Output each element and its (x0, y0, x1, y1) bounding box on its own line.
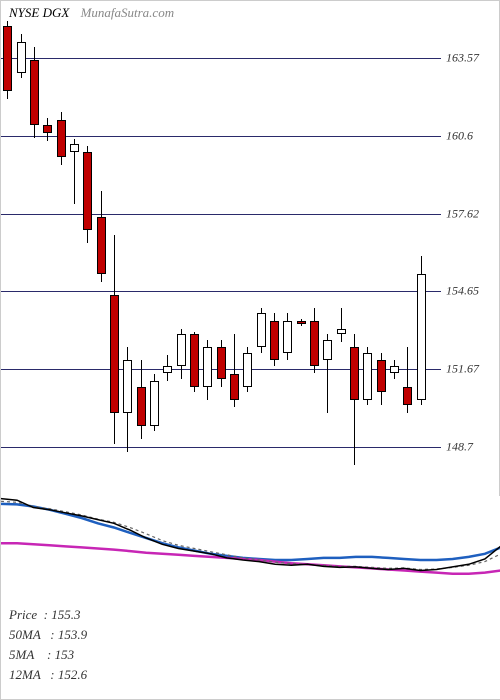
candle-body (217, 347, 226, 378)
candle-body (17, 42, 26, 73)
candle (270, 21, 279, 491)
info-panel: Price : 155.3 50MA : 153.9 5MA : 153 12MA :… (1, 599, 500, 699)
candle (97, 21, 106, 491)
candle (83, 21, 92, 491)
candle-body (403, 387, 412, 405)
candle (230, 21, 239, 491)
info-row: 12MA : 152.6 (9, 667, 87, 683)
candle-body (363, 353, 372, 400)
candle (417, 21, 426, 491)
candle-body (43, 125, 52, 133)
candle-body (297, 321, 306, 324)
price-panel (1, 21, 441, 491)
candle-body (377, 360, 386, 391)
candle (337, 21, 346, 491)
grid-label: 148.7 (446, 439, 473, 454)
candle (57, 21, 66, 491)
candle (177, 21, 186, 491)
candle-body (123, 360, 132, 412)
candle-body (163, 366, 172, 374)
candle-body (83, 152, 92, 230)
candle (190, 21, 199, 491)
candle (403, 21, 412, 491)
indicator-fast (1, 499, 500, 571)
candle (17, 21, 26, 491)
candle (390, 21, 399, 491)
grid-label: 160.6 (446, 128, 473, 143)
candle (350, 21, 359, 491)
candle-body (283, 321, 292, 352)
candle (217, 21, 226, 491)
candle-body (203, 347, 212, 386)
candle (123, 21, 132, 491)
indicator-signal (1, 543, 500, 574)
candle (297, 21, 306, 491)
candle-body (350, 347, 359, 399)
candle (3, 21, 12, 491)
ticker-label: NYSE DGX (9, 5, 69, 20)
candle-body (3, 26, 12, 91)
candle-body (177, 334, 186, 365)
candle-body (57, 120, 66, 157)
candle-body (190, 334, 199, 386)
candle-body (150, 381, 159, 425)
candle-body (310, 321, 319, 365)
candle-body (110, 295, 119, 413)
grid-label: 154.65 (446, 284, 479, 299)
candle-body (30, 60, 39, 125)
candle (363, 21, 372, 491)
candle-body (137, 387, 146, 426)
candle-body (243, 353, 252, 387)
candle (43, 21, 52, 491)
candle-body (390, 366, 399, 374)
candle (377, 21, 386, 491)
candle-body (230, 374, 239, 400)
candle-body (417, 274, 426, 399)
indicator-slow (1, 501, 500, 569)
info-row: 5MA : 153 (9, 647, 74, 663)
candle-wick (341, 308, 342, 342)
candle (150, 21, 159, 491)
candle (137, 21, 146, 491)
candle-body (323, 340, 332, 361)
grid-label: 163.57 (446, 51, 479, 66)
indicator-ma50 (1, 504, 500, 560)
indicator-lines (1, 496, 500, 601)
candle (257, 21, 266, 491)
candle (323, 21, 332, 491)
site-label: MunafaSutra.com (81, 5, 175, 20)
indicator-panel (1, 496, 500, 601)
stock-chart: NYSE DGX MunafaSutra.com 163.57 160.6 157.… (0, 0, 500, 700)
candle (30, 21, 39, 491)
info-row: 50MA : 153.9 (9, 627, 87, 643)
candle-body (257, 313, 266, 347)
candle (283, 21, 292, 491)
candle-body (270, 321, 279, 360)
chart-header: NYSE DGX MunafaSutra.com (9, 5, 174, 21)
candle (203, 21, 212, 491)
info-row: Price : 155.3 (9, 607, 80, 623)
candle-body (70, 144, 79, 152)
candle (163, 21, 172, 491)
grid-label: 151.67 (446, 362, 479, 377)
candle-body (337, 329, 346, 334)
grid-label: 157.62 (446, 206, 479, 221)
candle (243, 21, 252, 491)
candle (70, 21, 79, 491)
candle (310, 21, 319, 491)
candle (110, 21, 119, 491)
candle-body (97, 217, 106, 274)
